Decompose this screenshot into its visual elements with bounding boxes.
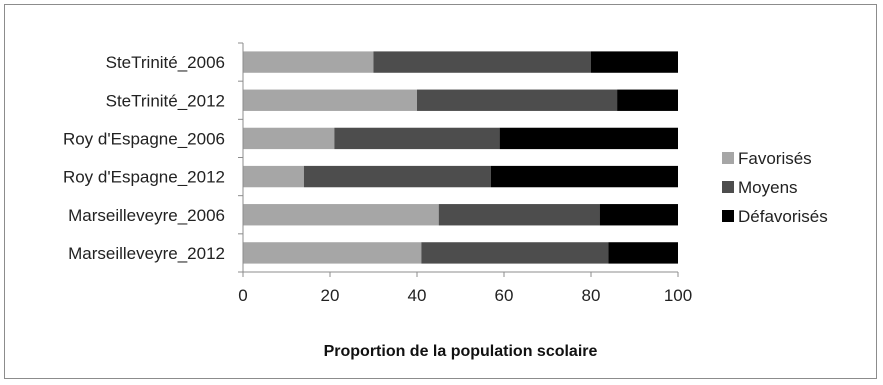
- x-axis-title: Proportion de la population scolaire: [324, 343, 598, 360]
- category-labels: SteTrinité_2006 SteTrinité_2012 Roy d'Espa…: [63, 53, 225, 263]
- bar-2-5: [438, 204, 600, 226]
- category-label: Roy d'Espagne_2006: [63, 129, 225, 148]
- legend-label: Favorisés: [738, 149, 812, 168]
- category-label: Roy d'Espagne_2012: [63, 168, 225, 187]
- bar-3-3: [499, 127, 678, 150]
- bar-3-5: [599, 204, 678, 226]
- bar-2-3: [334, 127, 500, 150]
- x-tick-label: 80: [582, 286, 601, 305]
- x-tick-label: 0: [238, 286, 247, 305]
- bar-1-3: [243, 127, 335, 150]
- legend-swatch: [722, 210, 734, 222]
- bar-2-2: [417, 89, 618, 111]
- legend-swatch: [722, 181, 734, 193]
- bar-3-4: [490, 165, 678, 188]
- legend-label: Défavorisés: [738, 207, 828, 226]
- category-label: Marseilleveyre_2006: [68, 206, 225, 225]
- bar-3-2: [617, 89, 678, 111]
- bar-3-6: [608, 242, 678, 264]
- bar-2-1: [373, 51, 591, 73]
- category-label: Marseilleveyre_2012: [68, 244, 225, 263]
- bar-1-6: [243, 242, 422, 264]
- bar-3-1: [591, 51, 678, 73]
- bar-1-1: [243, 51, 374, 73]
- x-tick-label: 60: [495, 286, 514, 305]
- legend-swatch: [722, 152, 734, 164]
- bar-2-4: [303, 165, 491, 188]
- bar-1-5: [243, 204, 439, 226]
- x-tick-label: 20: [321, 286, 340, 305]
- x-tick-label: 100: [664, 286, 692, 305]
- bar-1-2: [243, 89, 417, 111]
- legend: Favorisés Moyens Défavorisés: [722, 149, 828, 226]
- x-tick-label: 40: [408, 286, 427, 305]
- legend-label: Moyens: [738, 178, 798, 197]
- bar-2-6: [421, 242, 609, 264]
- x-axis: 0 20 40 60 80 100: [238, 42, 692, 305]
- category-label: SteTrinité_2006: [106, 53, 225, 72]
- category-label: SteTrinité_2012: [106, 91, 225, 110]
- bars-group: [243, 51, 678, 264]
- bar-1-4: [243, 165, 304, 188]
